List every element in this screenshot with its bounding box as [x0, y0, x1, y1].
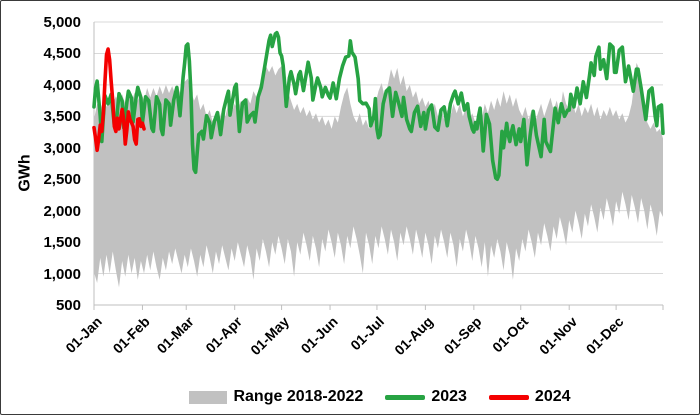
legend-label: 2024 — [534, 388, 571, 405]
y-tick-label: 1,000 — [43, 265, 81, 283]
y-tick-label: 2,000 — [43, 202, 81, 220]
legend: Range 2018-2022 2023 2024 — [31, 388, 699, 406]
y-tick-label: 2,500 — [43, 171, 81, 189]
legend-item-2024: 2024 — [488, 388, 571, 406]
legend-label: 2023 — [431, 388, 467, 405]
legend-item-2023: 2023 — [385, 388, 467, 406]
series-2023-line — [92, 30, 665, 182]
y-tick-label: 1,500 — [43, 234, 81, 252]
series-2024-line — [92, 47, 146, 153]
y-axis-title: GWh — [16, 154, 34, 192]
legend-item-range: Range 2018-2022 — [189, 388, 363, 406]
legend-label: Range 2018-2022 — [233, 388, 364, 405]
y-tick-label: 4,000 — [43, 76, 81, 94]
y-tick-label: 3,500 — [43, 108, 81, 126]
line-2024-swatch — [488, 394, 529, 400]
y-tick-label: 3,000 — [43, 139, 81, 157]
y-tick-label: 4,500 — [43, 45, 81, 63]
y-tick-label: 500 — [55, 297, 81, 314]
range-swatch — [189, 390, 228, 404]
y-tick-label: 5,000 — [43, 14, 81, 31]
range-band — [94, 62, 663, 288]
line-2023-swatch — [385, 394, 426, 400]
